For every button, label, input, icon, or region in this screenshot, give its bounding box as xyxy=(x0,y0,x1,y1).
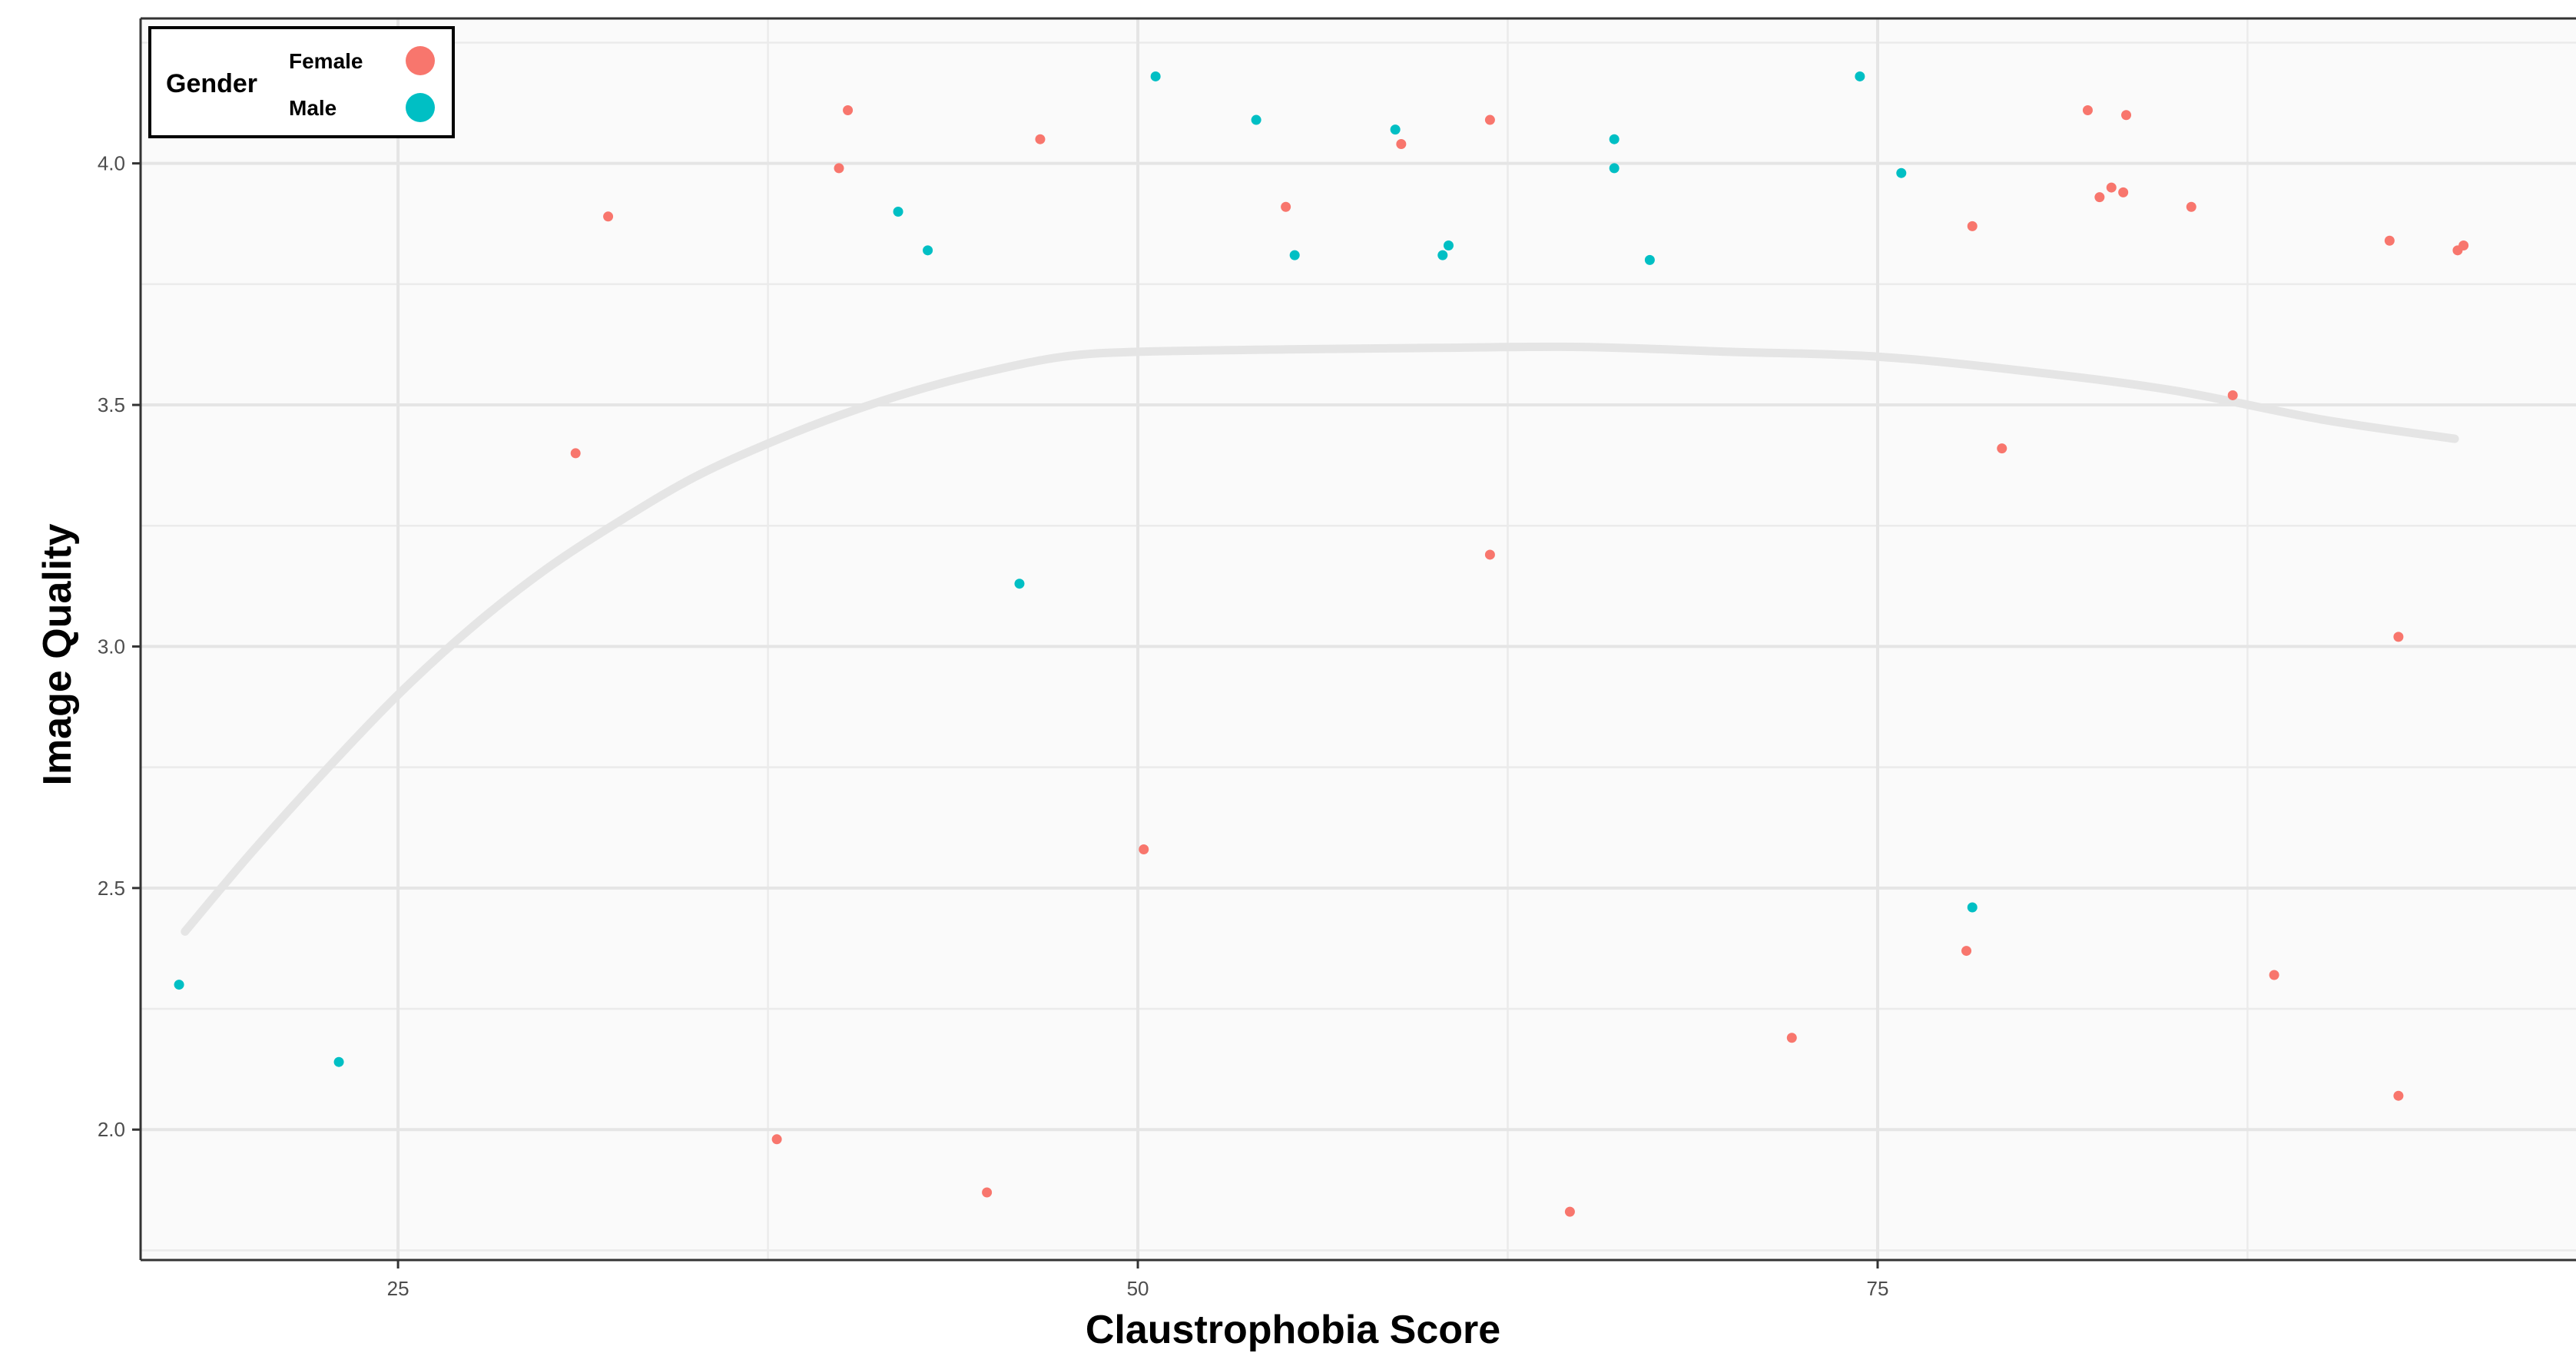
data-point-male xyxy=(1967,902,1978,913)
data-point-female xyxy=(2121,110,2132,121)
data-point-male xyxy=(1390,124,1401,135)
y-tick-label: 3.0 xyxy=(98,635,125,658)
data-point-female xyxy=(2458,240,2469,251)
data-point-female xyxy=(2106,182,2117,193)
data-point-female xyxy=(2094,192,2105,203)
data-point-male xyxy=(1437,250,1448,260)
data-point-male xyxy=(1150,71,1161,81)
y-tick-label: 4.0 xyxy=(98,152,125,175)
data-point-male xyxy=(174,980,184,990)
data-points xyxy=(174,71,2469,1217)
data-point-female xyxy=(771,1134,782,1145)
data-point-female xyxy=(2118,187,2129,197)
data-point-female xyxy=(1484,549,1495,560)
y-tick-labels: 2.0 2.5 3.0 3.5 4.0 xyxy=(98,152,125,1142)
x-axis-title: Claustrophobia Score xyxy=(1086,1308,1500,1352)
data-point-male xyxy=(1855,71,1865,81)
data-point-female xyxy=(982,1187,993,1198)
x-tick-labels: 25 50 75 xyxy=(387,1277,1889,1300)
data-point-female xyxy=(603,211,614,222)
data-point-female xyxy=(2384,235,2395,246)
data-point-female xyxy=(2393,1090,2404,1101)
data-point-female xyxy=(843,104,854,115)
x-tick-label: 50 xyxy=(1127,1277,1149,1300)
data-point-female xyxy=(1396,138,1407,149)
data-point-female xyxy=(1961,946,1972,957)
data-point-male xyxy=(1289,250,1300,260)
axes xyxy=(132,17,2576,1268)
data-point-male xyxy=(1644,254,1655,265)
data-point-female xyxy=(834,163,844,174)
legend-key-female xyxy=(406,46,435,75)
data-point-male xyxy=(1014,579,1025,589)
data-point-female xyxy=(1564,1206,1575,1217)
legend-title: Gender xyxy=(166,69,257,98)
y-tick-label: 2.5 xyxy=(98,877,125,900)
data-point-male xyxy=(1609,163,1620,174)
legend-key-male xyxy=(406,93,435,122)
data-point-female xyxy=(1484,114,1495,125)
y-axis-title: Image Quality xyxy=(35,523,80,785)
data-point-male xyxy=(893,207,903,217)
data-point-male xyxy=(1251,114,1261,125)
y-tick-label: 2.0 xyxy=(98,1118,125,1141)
data-point-female xyxy=(2393,632,2404,642)
data-point-female xyxy=(2082,104,2093,115)
data-point-female xyxy=(570,448,581,459)
data-point-female xyxy=(1281,201,1291,212)
data-point-female xyxy=(1035,134,1046,144)
legend: Gender Female Male xyxy=(148,26,455,138)
data-point-female xyxy=(1139,844,1149,855)
data-point-female xyxy=(2269,970,2279,980)
legend-box xyxy=(148,26,455,138)
data-point-male xyxy=(1443,240,1454,251)
legend-label-male: Male xyxy=(289,96,337,120)
smooth-trend-line xyxy=(181,342,2459,936)
x-tick-label: 75 xyxy=(1867,1277,1889,1300)
data-point-male xyxy=(1609,134,1620,144)
data-point-male xyxy=(333,1056,344,1067)
x-tick-label: 25 xyxy=(387,1277,409,1300)
data-point-female xyxy=(1997,443,2007,454)
data-point-male xyxy=(923,245,933,256)
data-point-female xyxy=(1967,221,1978,231)
legend-label-female: Female xyxy=(289,49,363,73)
data-point-female xyxy=(2186,201,2196,212)
plot-panel xyxy=(141,18,2576,1260)
minor-gridlines xyxy=(141,18,2576,1260)
data-point-male xyxy=(1896,167,1907,178)
y-tick-label: 3.5 xyxy=(98,393,125,416)
data-point-female xyxy=(1786,1033,1797,1043)
major-gridlines xyxy=(141,18,2576,1260)
data-point-female xyxy=(2227,390,2238,400)
